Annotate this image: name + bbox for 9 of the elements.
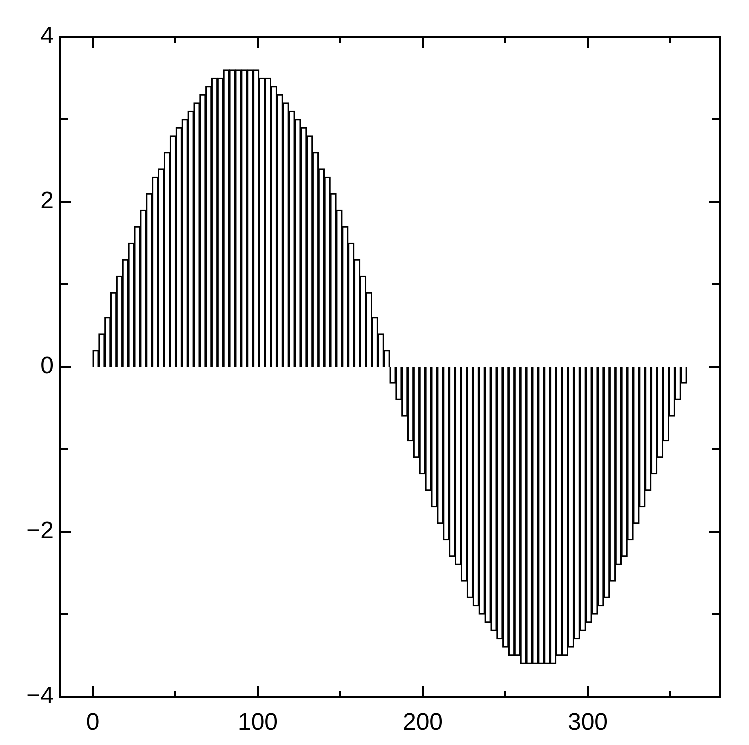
y-tick-label: −2 [26, 518, 54, 545]
x-tick-label: 0 [86, 709, 100, 736]
x-tick-label: 200 [402, 709, 444, 736]
x-tick-label: 300 [568, 709, 608, 736]
y-tick-label: 0 [40, 352, 54, 380]
x-tick-label: 100 [238, 709, 278, 736]
y-tick-label: 4 [40, 22, 54, 50]
y-tick-label: 2 [40, 188, 54, 215]
y-tick-label: −4 [26, 682, 54, 710]
